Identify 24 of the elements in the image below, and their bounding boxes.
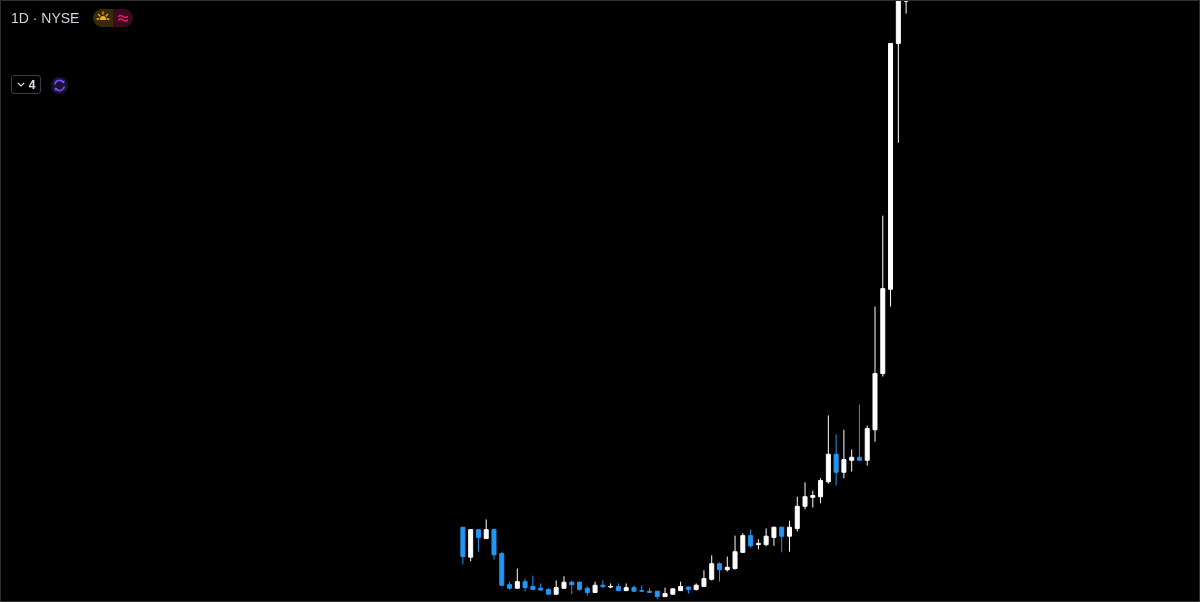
candlestick bbox=[779, 526, 785, 553]
candlestick bbox=[786, 520, 792, 553]
candlestick bbox=[600, 579, 606, 589]
candlestick bbox=[833, 434, 839, 486]
candlestick bbox=[662, 587, 668, 598]
candlestick bbox=[740, 532, 746, 553]
candlestick bbox=[530, 575, 536, 590]
text: 1D · NYSE bbox=[11, 9, 80, 27]
candlestick bbox=[475, 529, 481, 553]
candlestick bbox=[903, 1, 909, 15]
candlestick bbox=[841, 429, 847, 479]
candlestick bbox=[802, 481, 808, 510]
candlestick bbox=[818, 477, 824, 504]
candlestick bbox=[763, 527, 769, 547]
candlestick bbox=[794, 496, 800, 532]
candlestick bbox=[701, 569, 707, 587]
candlestick bbox=[709, 554, 715, 581]
candlestick bbox=[483, 518, 489, 540]
candlestick bbox=[561, 575, 567, 589]
candlestick bbox=[514, 568, 520, 589]
candlestick bbox=[849, 449, 855, 473]
candlestick bbox=[732, 535, 738, 571]
candlestick bbox=[856, 404, 862, 461]
dropdown-button: 4 bbox=[11, 75, 41, 94]
